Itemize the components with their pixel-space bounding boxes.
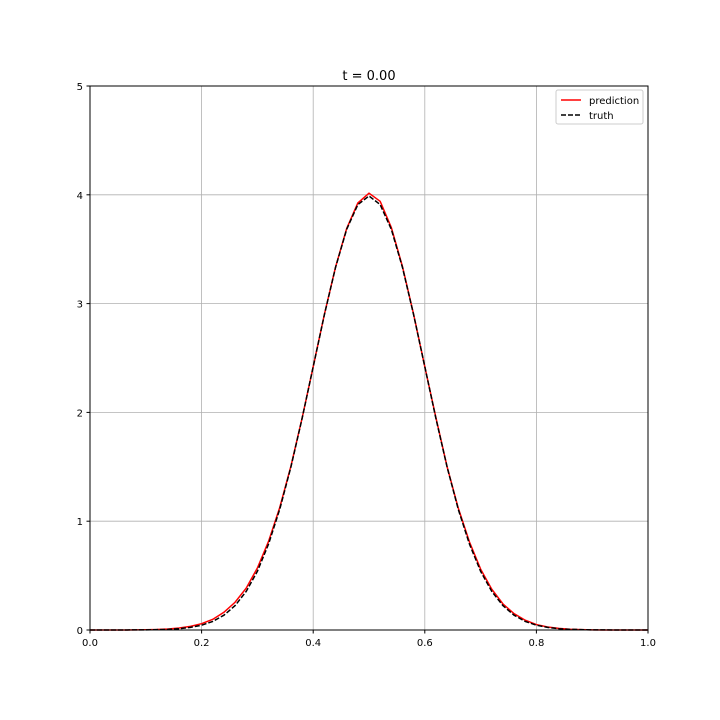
x-tick-label: 0.8 [528, 638, 544, 649]
legend-label-truth: truth [589, 111, 614, 122]
ticks: 0.0 0.2 0.4 0.6 0.8 1.0 0 1 2 3 4 5 [77, 82, 656, 649]
x-tick-label: 1.0 [640, 638, 656, 649]
x-tick-label: 0.2 [194, 638, 210, 649]
y-tick-label: 0 [77, 626, 83, 637]
plot-frame [89, 85, 649, 631]
y-tick-label: 1 [77, 517, 83, 528]
x-tick-label: 0.4 [305, 638, 321, 649]
x-tick-label: 0.6 [417, 638, 433, 649]
series-line-truth [90, 195, 648, 631]
chart-title: t = 0.00 [342, 69, 395, 84]
series-line-prediction [90, 192, 648, 631]
y-tick-label: 4 [77, 191, 83, 202]
y-tick-label: 3 [77, 300, 83, 311]
x-tick-label: 0.0 [82, 638, 98, 649]
legend-label-prediction: prediction [589, 96, 639, 107]
legend: prediction truth [555, 89, 644, 125]
y-tick-label: 2 [77, 408, 83, 419]
y-tick-label: 5 [77, 82, 83, 93]
grid [89, 85, 649, 631]
series-group [90, 192, 648, 631]
